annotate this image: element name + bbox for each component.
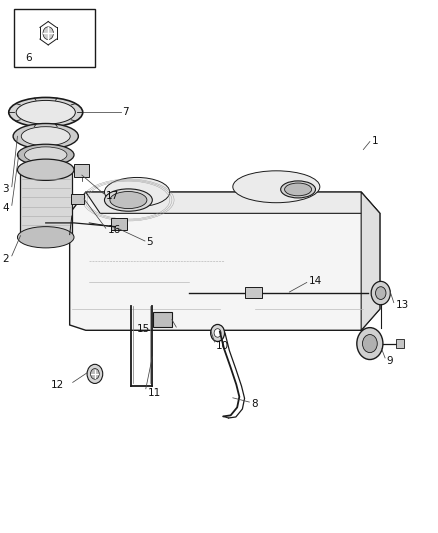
Circle shape [371,281,390,305]
FancyBboxPatch shape [110,218,127,230]
Ellipse shape [18,144,74,165]
Ellipse shape [9,98,83,127]
Text: 17: 17 [106,191,119,201]
Text: 11: 11 [148,388,161,398]
Ellipse shape [281,181,315,198]
Polygon shape [361,192,380,330]
Ellipse shape [16,100,75,124]
Text: 13: 13 [396,300,409,310]
Circle shape [357,328,383,360]
Ellipse shape [105,189,152,211]
Circle shape [211,325,225,342]
Circle shape [214,329,221,337]
Ellipse shape [13,124,78,149]
Circle shape [87,365,103,383]
Text: 10: 10 [215,341,229,351]
Text: 3: 3 [2,184,9,195]
Text: 5: 5 [147,237,153,247]
Text: 9: 9 [387,356,393,366]
Polygon shape [86,192,380,213]
Text: 12: 12 [51,379,64,390]
Ellipse shape [285,183,311,196]
Text: 2: 2 [2,254,9,263]
Circle shape [91,368,99,379]
Circle shape [375,287,386,300]
Ellipse shape [18,159,74,180]
Polygon shape [70,192,380,330]
Text: 4: 4 [2,203,9,213]
FancyBboxPatch shape [153,312,172,327]
Ellipse shape [110,191,147,208]
Ellipse shape [25,147,67,163]
Text: 6: 6 [25,53,32,62]
Circle shape [43,27,53,39]
Text: 15: 15 [137,324,150,334]
Bar [14,9,95,67]
FancyBboxPatch shape [396,339,404,349]
Text: 7: 7 [122,107,129,117]
FancyBboxPatch shape [71,193,85,204]
FancyBboxPatch shape [74,164,89,176]
Circle shape [363,335,377,353]
FancyBboxPatch shape [245,287,262,298]
Text: 14: 14 [308,277,322,286]
Ellipse shape [233,171,320,203]
Text: 8: 8 [251,399,258,409]
Ellipse shape [18,227,74,248]
Ellipse shape [105,177,170,207]
Bar [20,169,72,237]
Text: 1: 1 [372,136,379,146]
Ellipse shape [21,127,70,146]
Text: 16: 16 [107,225,121,236]
